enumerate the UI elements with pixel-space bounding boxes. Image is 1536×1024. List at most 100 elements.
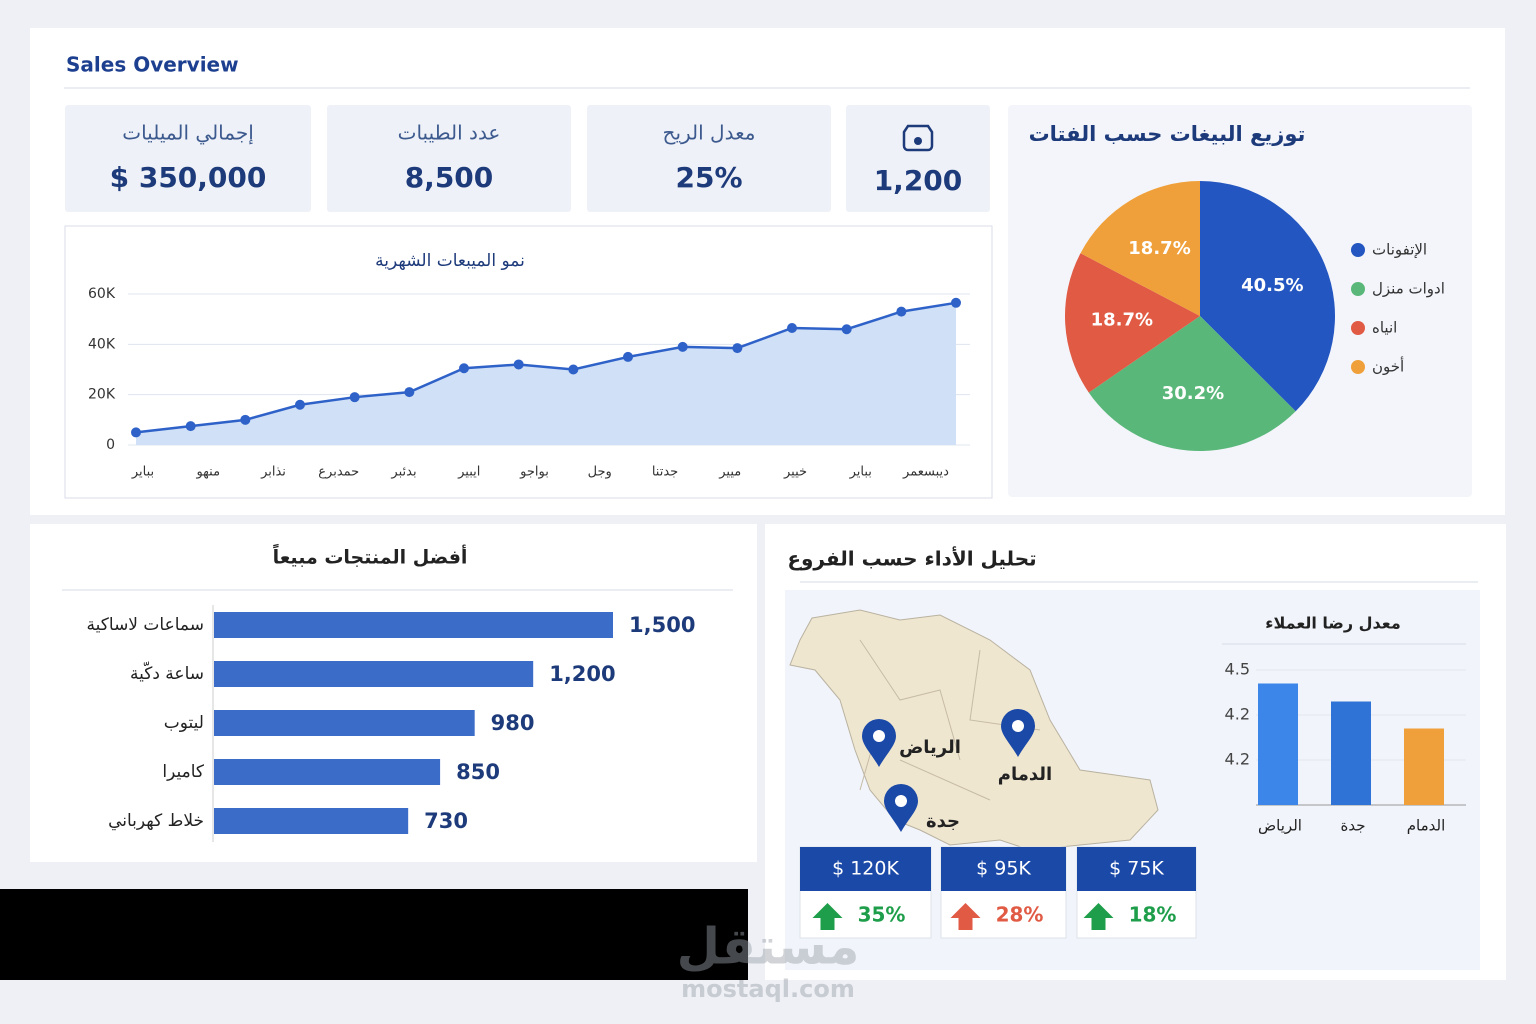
black-block <box>0 889 748 980</box>
point <box>185 421 196 432</box>
trend-arrow <box>950 903 981 930</box>
chart-title: نمو الميبعات الشهرية <box>375 251 525 271</box>
x-tick-label: حمدبرع <box>318 465 359 480</box>
bar <box>1331 701 1371 805</box>
legend-dot <box>1351 282 1365 296</box>
city-label: الرياض <box>899 737 961 758</box>
slice-label: 18.7% <box>1091 310 1153 331</box>
header-title: Sales Overview <box>66 53 239 77</box>
y-tick-label: 0 <box>106 437 115 453</box>
pin-hole <box>873 730 885 742</box>
point <box>295 399 305 410</box>
point <box>568 364 579 375</box>
point <box>623 351 633 362</box>
value-label: 1,200 <box>549 662 615 686</box>
map-borders <box>859 639 1041 801</box>
legend-dot <box>1351 243 1365 257</box>
kpi-value: 25% <box>675 161 742 194</box>
card-change: 35% <box>858 903 906 927</box>
point <box>841 324 852 335</box>
bar <box>214 612 613 638</box>
point <box>240 414 251 425</box>
category-label: خلاط كهرباني <box>108 811 204 831</box>
kpi-card <box>65 105 311 212</box>
pie-slice <box>1064 253 1200 393</box>
y-tick-label: 60K <box>88 286 116 302</box>
point <box>787 322 797 333</box>
point <box>513 359 524 370</box>
bar <box>1404 728 1444 805</box>
kpi-label: إجمالي الميليات <box>122 121 254 146</box>
y-tick-label: 4.5 <box>1225 660 1250 679</box>
x-tick-label: ميير <box>718 465 741 480</box>
x-tick-label: ديبسعمر <box>902 465 949 480</box>
kpi-icon <box>902 124 934 152</box>
section-title: تحليل الأداء حسب الفروع <box>787 546 1036 571</box>
point <box>732 343 743 354</box>
legend-label: الإتفونات <box>1372 241 1427 259</box>
point <box>677 341 688 352</box>
point <box>896 306 907 317</box>
kpi-card <box>327 105 571 212</box>
x-tick-label: جدتنا <box>652 465 678 480</box>
value-label: 1,500 <box>629 613 695 637</box>
x-tick-label: خيير <box>783 465 807 480</box>
point <box>459 363 469 374</box>
point <box>349 392 360 403</box>
bar <box>1258 683 1298 805</box>
x-tick-label: بباير <box>131 465 154 480</box>
x-tick-label: جدة <box>1340 817 1365 835</box>
value-label: 850 <box>456 760 500 784</box>
card-header <box>800 847 931 891</box>
pie-slice <box>1200 181 1335 412</box>
y-tick-label: 4.2 <box>1225 705 1250 724</box>
chart-title: توزيع البيغات حسب الفتات <box>1029 122 1306 146</box>
area <box>136 302 956 445</box>
x-tick-label: الدمام <box>1407 817 1446 835</box>
y-tick-label: 4.2 <box>1225 750 1250 769</box>
x-tick-label: ايبير <box>457 465 480 480</box>
x-tick-label: بباير <box>849 465 872 480</box>
bar <box>214 710 475 736</box>
slice-label: 40.5% <box>1241 275 1303 296</box>
card-amount: $ 120K <box>832 858 899 880</box>
card-header <box>941 847 1066 891</box>
legend-label: انياه <box>1372 319 1397 337</box>
pin-hole <box>1012 720 1024 732</box>
card-change: 28% <box>996 903 1044 927</box>
pin-hole <box>895 795 907 807</box>
x-tick-label: نذابر <box>260 465 286 480</box>
map-pin <box>884 784 918 832</box>
slice-label: 30.2% <box>1162 383 1224 404</box>
card-amount: $ 75K <box>1109 858 1164 880</box>
trend-arrow <box>812 903 843 930</box>
x-tick-label: بواجو <box>519 465 549 480</box>
kpi-label: معدل الريح <box>663 121 756 145</box>
category-label: سماعات لاساكية <box>87 615 204 635</box>
bar <box>214 759 441 785</box>
chart-title: معدل رضا العملاء <box>1265 614 1400 633</box>
chart-title: أفضل المنتجات مبيعاً <box>273 543 468 568</box>
x-tick-label: الرياض <box>1258 817 1302 835</box>
kpi-value: 8,500 <box>405 161 494 194</box>
kpi-value: $ 350,000 <box>110 161 267 194</box>
category-label: كاميرا <box>162 762 205 782</box>
bar <box>214 661 534 687</box>
watermark: مستقل <box>677 918 860 976</box>
trend-arrow <box>1083 903 1114 930</box>
city-label: جدة <box>926 811 960 832</box>
legend-label: أخون <box>1372 357 1404 376</box>
products-panel <box>30 524 757 862</box>
point <box>951 297 961 308</box>
bar <box>214 808 409 834</box>
value-label: 730 <box>424 809 468 833</box>
card-header <box>1077 847 1196 891</box>
kpi-icon-dot <box>914 137 922 145</box>
legend-label: ادوات منزل <box>1372 280 1445 298</box>
slice-label: 18.7% <box>1128 238 1190 259</box>
watermark-domain: mostaql.com <box>681 975 855 1003</box>
kpi-value: 1,200 <box>874 164 963 197</box>
legend-dot <box>1351 321 1365 335</box>
pie-slice <box>1088 316 1296 452</box>
